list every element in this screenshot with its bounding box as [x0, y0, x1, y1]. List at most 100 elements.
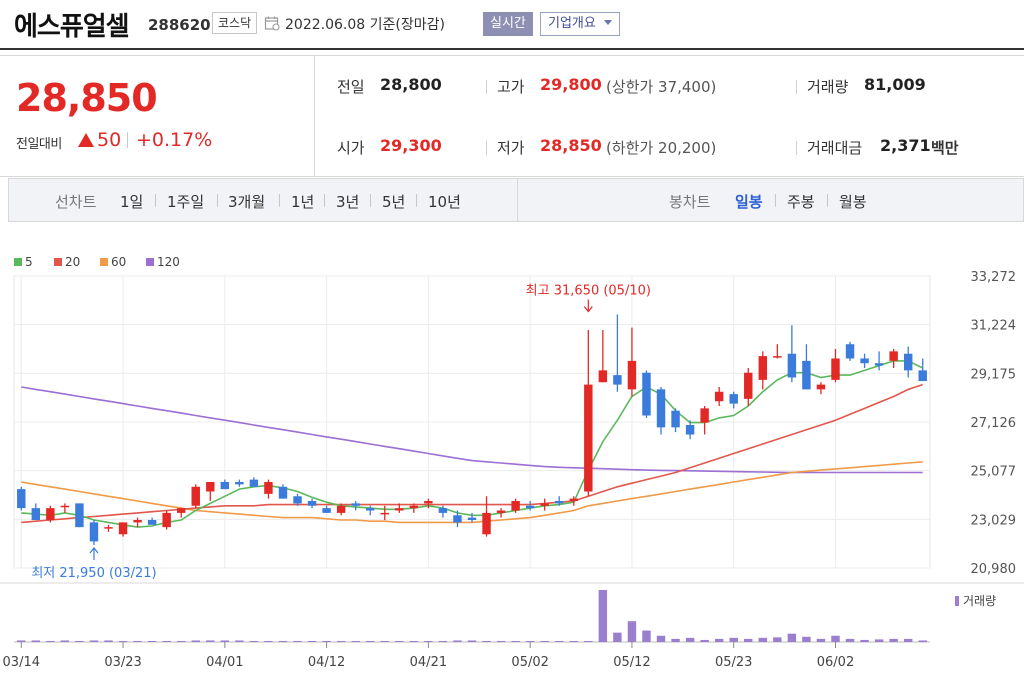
candle-body [307, 501, 317, 506]
stock-name: 에스퓨얼셀 [14, 12, 130, 42]
period-5year[interactable]: 5년 [382, 193, 406, 211]
legend-ma20[interactable]: 20 [54, 255, 80, 269]
high-label: 고가 [497, 78, 525, 96]
volume-bar [438, 640, 448, 642]
volume-bar [714, 638, 724, 642]
candle [671, 408, 680, 433]
candle [351, 501, 360, 511]
stock-chart[interactable]: 33,272 31,224 29,175 27,126 25,077 23,029 20,9… [0, 270, 1024, 690]
candle-body [831, 358, 840, 380]
change-label: 전일대비 [16, 137, 62, 152]
candle [191, 484, 200, 509]
volume-bar [671, 638, 680, 642]
candle-body [351, 503, 360, 506]
candle [569, 496, 578, 506]
candle-body [569, 498, 578, 502]
candle [831, 348, 840, 383]
x-tick-label: 04/21 [410, 655, 447, 670]
low-value: 28,850 [540, 136, 602, 155]
legend-swatch [100, 258, 108, 266]
amount-unit: 백만 [931, 139, 959, 157]
candle-body [744, 372, 753, 399]
amount-value: 2,371 [880, 136, 931, 155]
candle-body [467, 517, 477, 521]
candle-body [249, 479, 259, 487]
header-rule [0, 48, 1024, 50]
period-1day[interactable]: 1일 [120, 193, 144, 211]
candle-body [322, 508, 331, 513]
candle-body [336, 505, 346, 513]
x-tick-label: 06/02 [817, 655, 854, 670]
candle-monthly[interactable]: 월봉 [839, 193, 867, 211]
candle-body [409, 505, 419, 509]
candle-body [758, 356, 768, 380]
low-arrow-head-icon [89, 546, 99, 554]
caret-down-icon [603, 20, 612, 25]
company-overview-button[interactable]: 기업개요 [540, 12, 620, 36]
candle-body [293, 496, 302, 504]
candle [845, 341, 855, 361]
candle [293, 493, 302, 506]
legend-ma60[interactable]: 60 [100, 255, 126, 269]
volume-value: 81,009 [864, 75, 926, 94]
candle [627, 327, 637, 397]
candle [264, 479, 273, 499]
volume-bar [627, 621, 637, 642]
period-3year[interactable]: 3년 [336, 193, 360, 211]
volume-bar [685, 637, 695, 642]
candle [525, 501, 535, 511]
volume-bar [191, 640, 200, 642]
candle-body [511, 501, 520, 511]
period-3month[interactable]: 3개월 [228, 193, 266, 211]
candle-body [220, 482, 230, 490]
candle-body [176, 508, 186, 513]
candle [366, 505, 375, 516]
candle-body [685, 424, 695, 435]
candle [685, 420, 695, 440]
candle [235, 479, 244, 487]
candle-body [860, 358, 869, 364]
candle-body [191, 486, 200, 506]
candle [598, 329, 608, 383]
candle [380, 505, 389, 521]
candle-weekly[interactable]: 주봉 [787, 193, 815, 211]
volume-bar [278, 640, 288, 642]
candle [903, 346, 913, 378]
candle [75, 503, 84, 528]
period-1year[interactable]: 1년 [291, 193, 315, 211]
candle-body [555, 501, 564, 504]
volume-bar [511, 640, 520, 642]
period-1week[interactable]: 1주일 [167, 193, 205, 211]
candle-body [118, 522, 128, 535]
candle [17, 486, 26, 511]
candle [802, 344, 811, 390]
period-bar: 선차트 1일 1주일 3개월 1년 3년 5년 10년 봉차트 일봉 주봉 월봉 [8, 178, 1024, 222]
candle [889, 348, 898, 368]
candle-body [17, 489, 26, 509]
candle-body [46, 508, 55, 521]
candle-daily[interactable]: 일봉 [735, 193, 763, 211]
candle-body [60, 505, 70, 508]
separator [486, 141, 487, 155]
candle [816, 382, 826, 395]
candle-body [366, 508, 375, 511]
candle-body [496, 510, 506, 513]
legend-ma5[interactable]: 5 [14, 255, 33, 269]
volume-bar [773, 637, 782, 642]
legend-ma120[interactable]: 120 [146, 255, 180, 269]
candle [729, 391, 738, 409]
candle [555, 496, 564, 506]
candle-body [147, 520, 157, 525]
volume-bar [569, 640, 578, 642]
volume-bar [729, 637, 738, 642]
candle-body [845, 344, 855, 359]
realtime-button[interactable]: 실시간 [483, 12, 533, 36]
upper-limit: (상한가 37,400) [606, 78, 717, 96]
candle [220, 479, 230, 490]
separator [775, 194, 776, 207]
period-10year[interactable]: 10년 [428, 193, 461, 211]
candle-body [235, 482, 244, 485]
low-annotation: 최저 21,950 (03/21) [31, 566, 156, 581]
quote-panel: 28,850 전일대비 50 +0.17% 전일 28,800 시가 29,30… [0, 55, 1024, 177]
ma60-line [21, 461, 923, 524]
